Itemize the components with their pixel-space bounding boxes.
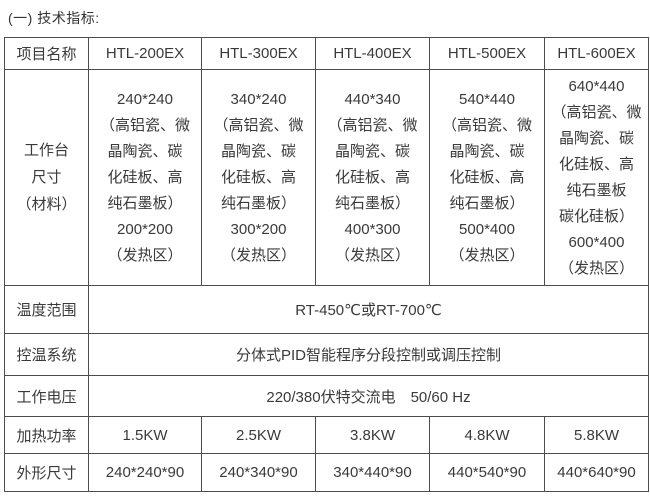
- header-item-name: 项目名称: [4, 37, 89, 70]
- header-htl-200ex: HTL-200EX: [88, 37, 202, 70]
- outer-dimensions-200ex: 240*240*90: [88, 453, 202, 492]
- voltage-value: 220/380伏特交流电 50/60 Hz: [88, 375, 649, 417]
- control-system-value: 分体式PID智能程序分段控制或调压控制: [88, 333, 649, 376]
- outer-dimensions-300ex: 240*340*90: [201, 453, 316, 492]
- outer-dimensions-500ex: 440*540*90: [429, 453, 545, 492]
- heating-power-600ex: 5.8KW: [544, 416, 649, 454]
- worktable-cell-300ex: 340*240 （高铝瓷、微 晶陶瓷、碳 化硅板、高 纯石墨板） 300*200…: [201, 69, 316, 286]
- section-title: (一) 技术指标:: [8, 10, 100, 26]
- header-htl-600ex: HTL-600EX: [544, 37, 649, 70]
- temperature-row: 温度范围 RT-450℃或RT-700℃: [4, 285, 649, 334]
- table-header-row: 项目名称 HTL-200EX HTL-300EX HTL-400EX HTL-5…: [4, 37, 649, 70]
- voltage-row: 工作电压 220/380伏特交流电 50/60 Hz: [4, 375, 649, 417]
- heating-power-500ex: 4.8KW: [429, 416, 545, 454]
- voltage-label: 工作电压: [4, 375, 89, 417]
- worktable-cell-400ex: 440*340 （高铝瓷、微 晶陶瓷、碳 化硅板、高 纯石墨板） 400*300…: [315, 69, 430, 286]
- worktable-cell-500ex: 540*440 （高铝瓷、微 晶陶瓷、碳 化硅板、高 纯石墨板） 500*400…: [429, 69, 545, 286]
- outer-dimensions-600ex: 440*640*90: [544, 453, 649, 492]
- heating-power-400ex: 3.8KW: [315, 416, 430, 454]
- heating-power-200ex: 1.5KW: [88, 416, 202, 454]
- worktable-label: 工作台 尺寸 （材料）: [4, 69, 89, 286]
- header-htl-400ex: HTL-400EX: [315, 37, 430, 70]
- worktable-row: 工作台 尺寸 （材料） 240*240 （高铝瓷、微 晶陶瓷、碳 化硅板、高 纯…: [4, 69, 649, 286]
- heating-power-300ex: 2.5KW: [201, 416, 316, 454]
- spec-table: 项目名称 HTL-200EX HTL-300EX HTL-400EX HTL-5…: [4, 37, 649, 492]
- header-htl-300ex: HTL-300EX: [201, 37, 316, 70]
- header-htl-500ex: HTL-500EX: [429, 37, 545, 70]
- heating-power-label: 加热功率: [4, 416, 89, 454]
- control-system-row: 控温系统 分体式PID智能程序分段控制或调压控制: [4, 333, 649, 376]
- worktable-cell-600ex: 640*440 （高铝瓷、微 晶陶瓷、碳 化硅板、高 纯石墨板 碳化硅板） 60…: [544, 69, 649, 286]
- outer-dimensions-400ex: 340*440*90: [315, 453, 430, 492]
- outer-dimensions-label: 外形尺寸: [4, 453, 89, 492]
- worktable-cell-200ex: 240*240 （高铝瓷、微 晶陶瓷、碳 化硅板、高 纯石墨板） 200*200…: [88, 69, 202, 286]
- temperature-label: 温度范围: [4, 285, 89, 334]
- control-system-label: 控温系统: [4, 333, 89, 376]
- heating-power-row: 加热功率 1.5KW 2.5KW 3.8KW 4.8KW 5.8KW: [4, 416, 649, 454]
- temperature-value: RT-450℃或RT-700℃: [88, 285, 649, 334]
- outer-dimensions-row: 外形尺寸 240*240*90 240*340*90 340*440*90 44…: [4, 453, 649, 492]
